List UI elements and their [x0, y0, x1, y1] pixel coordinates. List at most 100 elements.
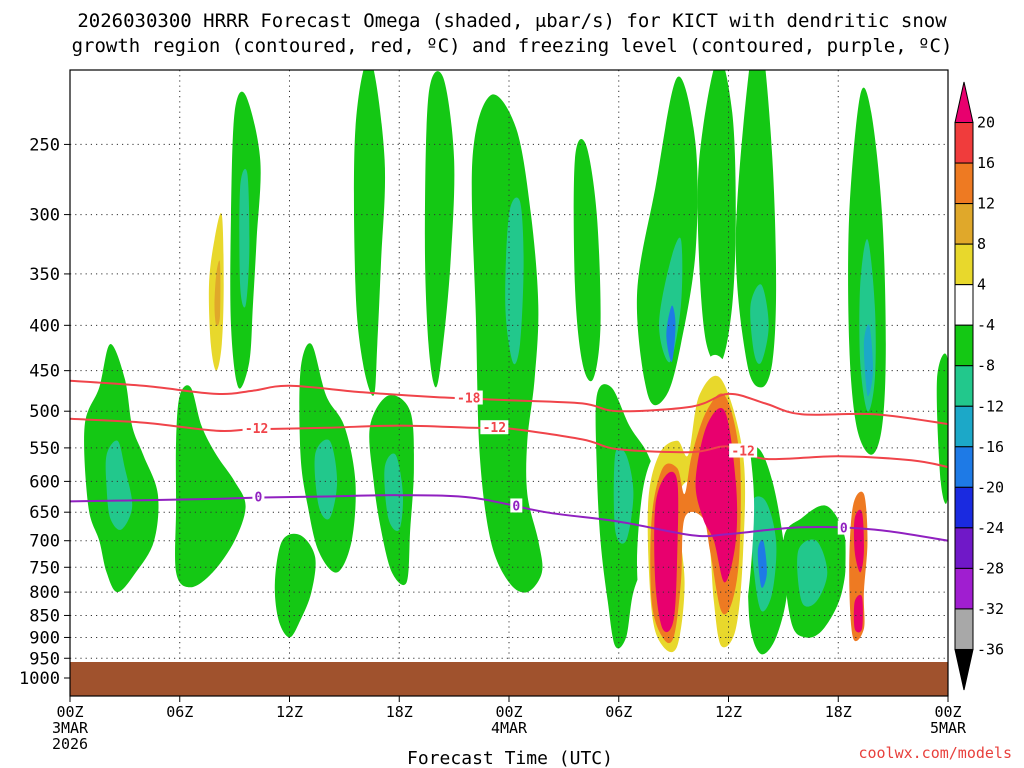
colorbar-label--20: -20 [977, 478, 1004, 496]
colorbar-top-arrow [954, 81, 974, 124]
contour-dgz-minus18 [70, 379, 948, 426]
colorbar-label-20: 20 [977, 114, 995, 132]
x-tick-label-48-0: 00Z [934, 703, 961, 721]
x-tick-label-0-0: 00Z [56, 703, 83, 721]
contour-label-bg [837, 520, 850, 535]
colorbar-box-6 [954, 324, 974, 367]
omega-shading [84, 70, 948, 665]
x-tick-label-42-0: 18Z [825, 703, 852, 721]
omega-region-pos-misc-1 [453, 425, 466, 509]
colorbar-label-4: 4 [977, 276, 986, 294]
colorbar-label--36: -36 [977, 640, 1004, 658]
contour-label-bg [242, 421, 271, 436]
contour-label-dgz-minus12-1: -12 [245, 422, 268, 437]
colorbar-label--16: -16 [977, 438, 1004, 456]
omega-region-pos-misc-3 [526, 624, 561, 655]
contour-label-dgz-minus12-3: -12 [731, 445, 754, 460]
colorbar-box-3 [954, 203, 974, 245]
colorbar-label--24: -24 [977, 519, 1004, 537]
x-tick-label-48-1: 5MAR [930, 719, 967, 737]
omega-region-neg-16z-col [353, 70, 386, 396]
y-axis: 2503003504004505005506006507007508008509… [19, 135, 70, 689]
y-tick-label-850: 850 [29, 606, 60, 626]
ground-surface [70, 662, 948, 696]
x-tick-label-12-0: 12Z [276, 703, 303, 721]
omega-region-neg-09z-col-core [239, 168, 250, 308]
omega-region-pos-misc-5 [918, 555, 938, 611]
colorbar-box-1 [954, 122, 974, 164]
omega-region-pos-mid-33z-max1 [654, 471, 679, 633]
colorbar-label--32: -32 [977, 600, 1004, 618]
y-tick-label-300: 300 [29, 206, 60, 226]
omega-region-neg-20z-col [424, 71, 455, 388]
colorbar-box-9 [954, 446, 974, 488]
colorbar-label-8: 8 [977, 235, 986, 253]
colorbar-box-7 [954, 365, 974, 407]
omega-region-pos-mid-33z-max2 [695, 408, 738, 583]
x-tick-label-24-0: 00Z [495, 703, 522, 721]
colorbar: 20 16 12 8 4 -4 -8 -12 -16 -20 -24 -28 -32 -36 [954, 81, 1004, 691]
colorbar-box-5 [954, 284, 974, 326]
omega-region-neg-38z-upper-core [750, 284, 769, 364]
omega-region-neg-34z-upper [697, 70, 736, 365]
omega-region-pos-misc-4 [888, 70, 898, 92]
chart-title-line2: growth region (contoured, red, ºC) and f… [72, 35, 953, 57]
contour-dgz-minus12 [70, 417, 948, 468]
y-tick-label-650: 650 [29, 503, 60, 523]
credit-link[interactable]: coolwx.com/models [858, 744, 1012, 762]
x-tick-label-0-1: 3MAR [52, 719, 89, 737]
colorbar-box-10 [954, 486, 974, 529]
y-tick-label-600: 600 [29, 472, 60, 492]
omega-region-neg-13z-col-core [314, 439, 338, 520]
contour-freezing-level-0 [70, 494, 948, 542]
omega-region-neg-06z [175, 385, 246, 588]
omega-region-neg-43z-col-inner [863, 324, 874, 397]
colorbar-box-2 [954, 162, 974, 205]
omega-region-pos-43z-lower-max2 [853, 594, 863, 633]
contour-label-dgz-minus18-1: -18 [457, 392, 481, 407]
y-tick-label-700: 700 [29, 532, 60, 552]
y-tick-label-350: 350 [29, 265, 60, 285]
omega-region-neg-17z-lower-core [384, 453, 404, 531]
x-tick-label-0-2: 2026 [52, 735, 88, 753]
colorbar-label--12: -12 [977, 397, 1004, 415]
x-tick-label-24-1: 4MAR [491, 719, 528, 737]
omega-region-neg-00z-core [105, 440, 133, 530]
x-tick-label-30-0: 06Z [605, 703, 632, 721]
y-tick-label-400: 400 [29, 316, 60, 336]
y-tick-label-750: 750 [29, 558, 60, 578]
y-tick-label-800: 800 [29, 583, 60, 603]
y-tick-label-900: 900 [29, 628, 60, 648]
x-tick-label-36-0: 12Z [715, 703, 742, 721]
colorbar-label--28: -28 [977, 559, 1004, 577]
omega-region-neg-32z-upper-inner [666, 305, 676, 363]
colorbar-label-16: 16 [977, 154, 995, 172]
contour-label-bg [454, 390, 483, 405]
grid-lines [70, 70, 948, 696]
colorbar-box-11 [954, 527, 974, 569]
colorbar-label--8: -8 [977, 357, 995, 375]
colorbar-box-13 [954, 608, 974, 650]
omega-region-neg-23z-col-core [505, 197, 524, 365]
omega-region-neg-40z-lower-core [797, 539, 828, 607]
omega-region-pos-upper-06z-inner [214, 260, 221, 326]
colorbar-label-12: 12 [977, 195, 995, 213]
y-tick-label-450: 450 [29, 362, 60, 382]
omega-region-neg-37z-lower-inner [757, 539, 767, 588]
omega-region-pos-43z-lower-max [853, 509, 864, 573]
contour-label-bg [480, 420, 509, 435]
omega-region-neg-32z-upper-core [659, 237, 683, 363]
colorbar-box-12 [954, 567, 974, 610]
y-tick-label-500: 500 [29, 402, 60, 422]
omega-region-neg-27z-col [573, 138, 601, 382]
contour-label-freezing-level-0-2: 0 [512, 499, 520, 514]
omega-region-pos-misc-2 [559, 550, 583, 602]
colorbar-bottom-arrow [954, 648, 974, 691]
contour-label-bg [729, 443, 758, 458]
y-tick-label-550: 550 [29, 439, 60, 459]
omega-region-neg-32z-upper [636, 76, 698, 406]
y-tick-label-950: 950 [29, 649, 60, 669]
